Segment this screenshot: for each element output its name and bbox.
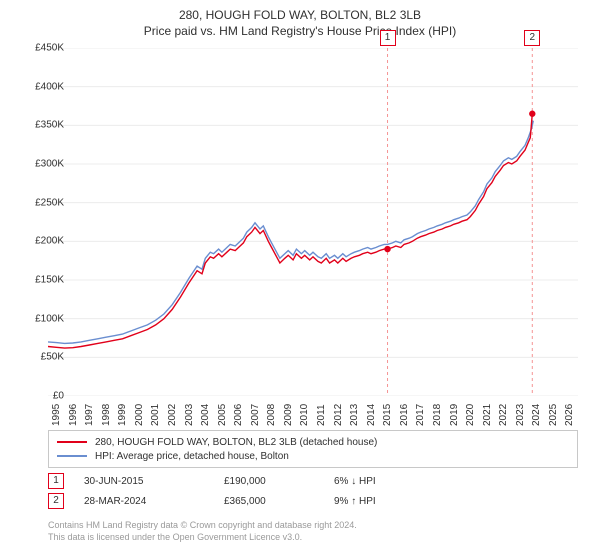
legend-item: 280, HOUGH FOLD WAY, BOLTON, BL2 3LB (de…	[57, 435, 569, 449]
x-tick-label: 2009	[283, 404, 294, 426]
transaction-row: 1 30-JUN-2015£190,0006% ↓ HPI	[48, 472, 578, 490]
footer-line-2: This data is licensed under the Open Gov…	[48, 532, 578, 544]
x-tick-label: 2003	[184, 404, 195, 426]
y-tick-label: £50K	[41, 352, 64, 363]
x-tick-label: 2026	[564, 404, 575, 426]
x-tick-label: 1998	[101, 404, 112, 426]
x-tick-label: 2016	[399, 404, 410, 426]
x-tick-label: 2018	[432, 404, 443, 426]
footer-attribution: Contains HM Land Registry data © Crown c…	[48, 520, 578, 543]
titles: 280, HOUGH FOLD WAY, BOLTON, BL2 3LB Pri…	[0, 0, 600, 38]
x-tick-label: 2013	[349, 404, 360, 426]
legend: 280, HOUGH FOLD WAY, BOLTON, BL2 3LB (de…	[48, 430, 578, 468]
y-tick-label: £0	[53, 391, 64, 402]
x-tick-label: 2025	[548, 404, 559, 426]
x-tick-label: 2004	[200, 404, 211, 426]
x-tick-label: 2006	[233, 404, 244, 426]
y-tick-label: £450K	[35, 43, 64, 54]
legend-item: HPI: Average price, detached house, Bolt…	[57, 449, 569, 463]
x-tick-label: 2023	[515, 404, 526, 426]
transaction-index: 1	[48, 473, 64, 489]
plot-area	[48, 48, 578, 396]
chart-container: 280, HOUGH FOLD WAY, BOLTON, BL2 3LB Pri…	[0, 0, 600, 560]
x-tick-label: 2014	[366, 404, 377, 426]
x-tick-label: 2024	[531, 404, 542, 426]
chart-title: 280, HOUGH FOLD WAY, BOLTON, BL2 3LB	[0, 8, 600, 22]
transactions-table: 1 30-JUN-2015£190,0006% ↓ HPI 2 28-MAR-2024…	[48, 470, 578, 510]
y-tick-label: £150K	[35, 275, 64, 286]
x-tick-label: 1996	[68, 404, 79, 426]
transaction-index: 2	[48, 493, 64, 509]
legend-label: HPI: Average price, detached house, Bolt…	[95, 451, 289, 462]
x-tick-label: 2017	[415, 404, 426, 426]
legend-label: 280, HOUGH FOLD WAY, BOLTON, BL2 3LB (de…	[95, 437, 377, 448]
x-tick-label: 2020	[465, 404, 476, 426]
x-tick-label: 2001	[150, 404, 161, 426]
x-tick-label: 2015	[382, 404, 393, 426]
transaction-price: £365,000	[224, 496, 334, 507]
plot-svg	[48, 48, 578, 396]
marker-label-1: 1	[380, 30, 396, 46]
y-tick-label: £300K	[35, 159, 64, 170]
x-tick-label: 1995	[51, 404, 62, 426]
footer-line-1: Contains HM Land Registry data © Crown c…	[48, 520, 578, 532]
x-tick-label: 1999	[117, 404, 128, 426]
x-tick-label: 2021	[482, 404, 493, 426]
x-tick-label: 2000	[134, 404, 145, 426]
x-tick-label: 2012	[333, 404, 344, 426]
x-tick-label: 2008	[266, 404, 277, 426]
transaction-delta: 9% ↑ HPI	[334, 496, 434, 507]
legend-swatch	[57, 441, 87, 443]
transaction-row: 2 28-MAR-2024£365,0009% ↑ HPI	[48, 492, 578, 510]
y-tick-label: £100K	[35, 313, 64, 324]
x-tick-label: 2007	[250, 404, 261, 426]
transaction-price: £190,000	[224, 476, 334, 487]
x-tick-label: 2019	[449, 404, 460, 426]
x-tick-label: 2010	[299, 404, 310, 426]
x-tick-label: 2022	[498, 404, 509, 426]
x-tick-label: 2011	[316, 404, 327, 426]
y-tick-label: £250K	[35, 197, 64, 208]
transaction-date: 30-JUN-2015	[84, 476, 224, 487]
marker-label-2: 2	[524, 30, 540, 46]
x-tick-label: 2005	[217, 404, 228, 426]
transaction-date: 28-MAR-2024	[84, 496, 224, 507]
y-tick-label: £350K	[35, 120, 64, 131]
legend-swatch	[57, 455, 87, 457]
x-tick-label: 1997	[84, 404, 95, 426]
transaction-delta: 6% ↓ HPI	[334, 476, 434, 487]
chart-subtitle: Price paid vs. HM Land Registry's House …	[0, 24, 600, 38]
y-tick-label: £400K	[35, 81, 64, 92]
x-tick-label: 2002	[167, 404, 178, 426]
y-tick-label: £200K	[35, 236, 64, 247]
